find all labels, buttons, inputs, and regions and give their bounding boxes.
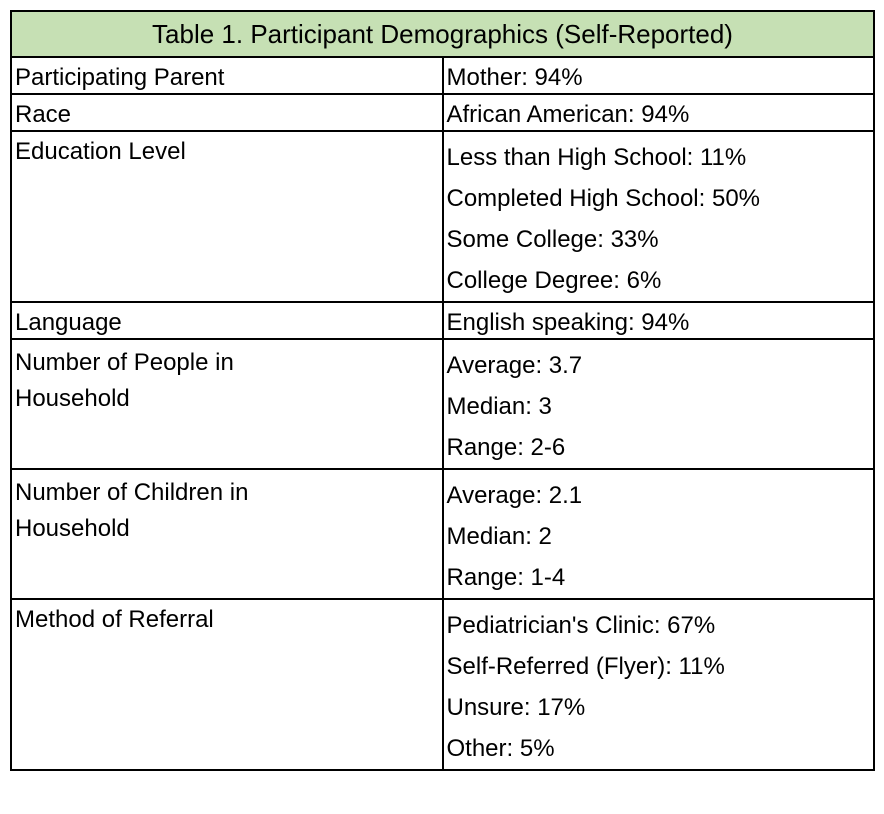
row-label: Number of Children in Household: [10, 468, 444, 600]
row-value: Less than High School: 11%: [446, 144, 747, 171]
row-value: College Degree: 6%: [446, 267, 662, 294]
table-row: Race African American: 94%: [10, 93, 875, 132]
table-row: Education Level Less than High School: 1…: [10, 130, 875, 303]
row-label-line: Number of People in: [15, 349, 234, 376]
table-row: Language English speaking: 94%: [10, 301, 875, 340]
row-value: Average: 2.1: [446, 482, 583, 509]
row-value: Pediatrician's Clinic: 67%: [446, 612, 716, 639]
row-value: Range: 2-6: [446, 434, 566, 461]
row-value: Average: 3.7: [446, 352, 583, 379]
row-value-cell: Average: 3.7 Median: 3 Range: 2-6: [441, 338, 875, 470]
row-value: Completed High School: 50%: [446, 185, 761, 212]
demographics-table: Table 1. Participant Demographics (Self-…: [10, 10, 875, 771]
table-row: Number of People in Household Average: 3…: [10, 338, 875, 470]
row-value-cell: Average: 2.1 Median: 2 Range: 1-4: [441, 468, 875, 600]
row-value: Some College: 33%: [446, 226, 659, 253]
row-value-cell: Pediatrician's Clinic: 67% Self-Referred…: [441, 598, 875, 771]
row-label-line: Number of Children in: [15, 479, 249, 506]
row-value: English speaking: 94%: [446, 309, 690, 336]
row-value: Other: 5%: [446, 735, 555, 762]
table-title-row: Table 1. Participant Demographics (Self-…: [10, 10, 875, 58]
row-label: Method of Referral: [10, 598, 444, 771]
demographics-table-container: Table 1. Participant Demographics (Self-…: [10, 10, 875, 771]
row-value-cell: English speaking: 94%: [441, 301, 875, 340]
row-label-line: Household: [15, 515, 130, 542]
row-value: Median: 3: [446, 393, 552, 420]
row-value: African American: 94%: [446, 101, 690, 128]
table-row: Number of Children in Household Average:…: [10, 468, 875, 600]
row-label: Race: [10, 93, 444, 132]
row-label: Number of People in Household: [10, 338, 444, 470]
row-value-cell: Mother: 94%: [441, 56, 875, 95]
row-value: Mother: 94%: [446, 64, 583, 91]
table-title: Table 1. Participant Demographics (Self-…: [10, 10, 875, 58]
row-label: Language: [10, 301, 444, 340]
row-label: Education Level: [10, 130, 444, 303]
table-row: Method of Referral Pediatrician's Clinic…: [10, 598, 875, 771]
table-row: Participating Parent Mother: 94%: [10, 56, 875, 95]
row-label: Participating Parent: [10, 56, 444, 95]
row-value-cell: Less than High School: 11% Completed Hig…: [441, 130, 875, 303]
row-value: Median: 2: [446, 523, 552, 550]
row-value: Range: 1-4: [446, 564, 566, 591]
row-label-line: Household: [15, 385, 130, 412]
row-value: Self-Referred (Flyer): 11%: [446, 653, 725, 680]
row-value: Unsure: 17%: [446, 694, 586, 721]
row-value-cell: African American: 94%: [441, 93, 875, 132]
